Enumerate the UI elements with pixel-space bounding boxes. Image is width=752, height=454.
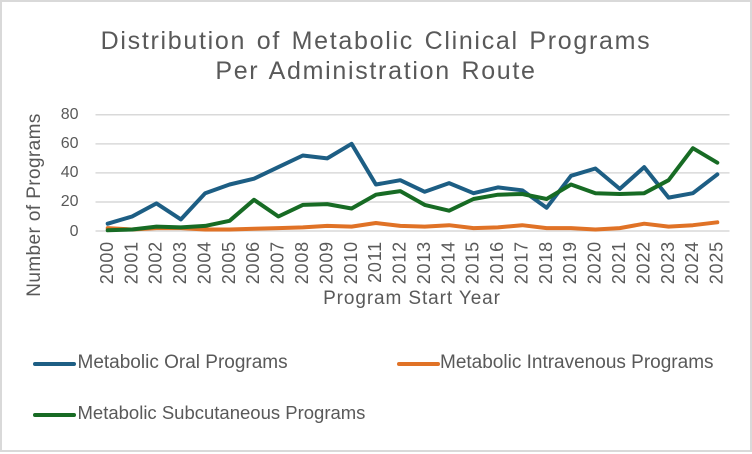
- svg-text:2006: 2006: [243, 241, 263, 284]
- svg-text:2010: 2010: [341, 241, 361, 284]
- svg-text:2014: 2014: [438, 241, 458, 284]
- svg-text:2005: 2005: [219, 241, 239, 284]
- svg-text:2002: 2002: [146, 241, 166, 284]
- svg-text:2001: 2001: [121, 241, 141, 284]
- svg-text:2007: 2007: [268, 241, 288, 284]
- svg-text:2021: 2021: [609, 241, 629, 284]
- svg-text:2025: 2025: [707, 241, 727, 284]
- svg-text:2000: 2000: [97, 241, 117, 284]
- svg-text:2019: 2019: [560, 241, 580, 284]
- svg-text:2023: 2023: [658, 241, 678, 284]
- svg-text:2020: 2020: [585, 241, 605, 284]
- svg-text:2013: 2013: [414, 241, 434, 284]
- svg-text:2024: 2024: [682, 241, 702, 284]
- svg-text:2004: 2004: [194, 241, 214, 284]
- svg-text:2015: 2015: [463, 241, 483, 284]
- svg-text:2011: 2011: [365, 241, 385, 283]
- svg-text:2012: 2012: [390, 241, 410, 284]
- svg-text:2016: 2016: [487, 241, 507, 284]
- svg-text:2022: 2022: [633, 241, 653, 284]
- svg-text:2009: 2009: [316, 241, 336, 284]
- svg-text:2003: 2003: [170, 241, 190, 284]
- svg-text:2018: 2018: [536, 241, 556, 284]
- svg-text:2008: 2008: [292, 241, 312, 284]
- svg-text:2017: 2017: [511, 241, 531, 284]
